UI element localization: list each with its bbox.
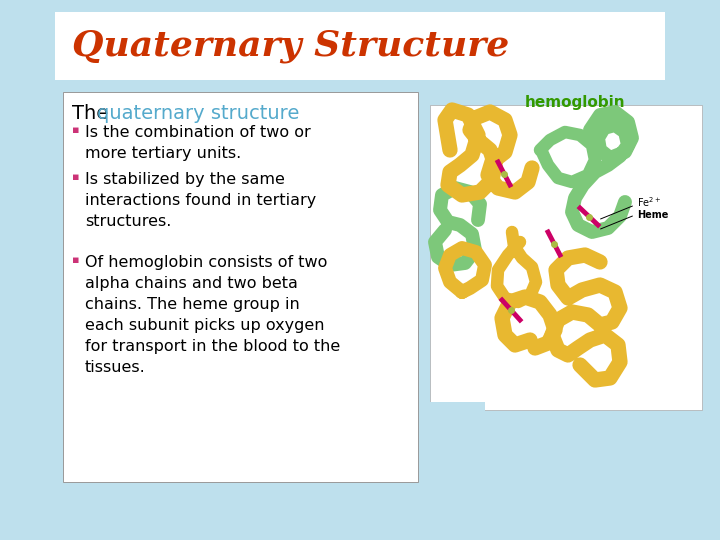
FancyBboxPatch shape bbox=[55, 12, 665, 80]
Text: Is the combination of two or
more tertiary units.: Is the combination of two or more tertia… bbox=[85, 125, 311, 161]
Text: ▪: ▪ bbox=[72, 125, 79, 135]
Text: $\mathsf{Fe^{2+}}$: $\mathsf{Fe^{2+}}$ bbox=[637, 195, 661, 209]
FancyBboxPatch shape bbox=[430, 105, 702, 410]
Text: Of hemoglobin consists of two
alpha chains and two beta
chains. The heme group i: Of hemoglobin consists of two alpha chai… bbox=[85, 255, 341, 375]
Text: ▪: ▪ bbox=[72, 172, 79, 182]
Text: quaternary structure: quaternary structure bbox=[97, 104, 300, 123]
Text: Quaternary Structure: Quaternary Structure bbox=[72, 29, 509, 63]
Text: Heme: Heme bbox=[637, 210, 668, 220]
Text: ▪: ▪ bbox=[72, 255, 79, 265]
FancyBboxPatch shape bbox=[430, 402, 485, 452]
Text: Is stabilized by the same
interactions found in tertiary
structures.: Is stabilized by the same interactions f… bbox=[85, 172, 316, 229]
Text: The: The bbox=[72, 104, 114, 123]
Text: hemoglobin: hemoglobin bbox=[525, 95, 625, 110]
FancyBboxPatch shape bbox=[63, 92, 418, 482]
